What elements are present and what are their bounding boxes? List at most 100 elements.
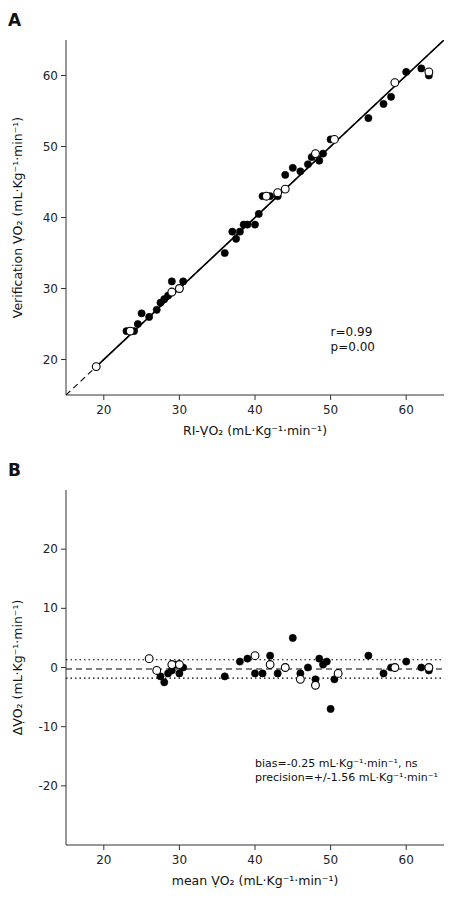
y-axis-label: ΔṾO₂ (mL·Kg⁻¹·min⁻¹): [10, 600, 25, 736]
annotation-line: r=0.99: [331, 325, 373, 339]
y-tick-label: 40: [43, 211, 58, 225]
annotation: bias=-0.25 mL·Kg⁻¹·min⁻¹, nsprecision=+/…: [255, 757, 438, 784]
open-point: [391, 664, 399, 672]
open-point: [266, 661, 274, 669]
filled-point: [267, 652, 274, 659]
filled-point: [229, 228, 236, 235]
y-tick: [61, 549, 66, 550]
y-tick-label: -20: [38, 779, 58, 793]
x-tick-label: 20: [96, 853, 111, 867]
filled-point: [418, 65, 425, 72]
reference-line: [66, 668, 444, 669]
y-tick-label: -10: [38, 720, 58, 734]
open-point: [391, 79, 399, 87]
open-point: [153, 667, 161, 675]
filled-point: [365, 115, 372, 122]
panel: 20304050602030405060RI-ṾO₂ (mL·Kg⁻¹·min⁻…: [8, 10, 444, 438]
x-tick-label: 60: [399, 853, 414, 867]
open-point: [262, 192, 270, 200]
x-tick: [103, 845, 104, 850]
filled-point: [153, 667, 160, 674]
annotation-line: p=0.00: [331, 340, 375, 354]
figure: 20 30 40 50 60 20 30 40 50 60 RI-ṾO₂ (mL·Kg⁻¹·min⁻…: [0, 0, 459, 917]
open-point: [425, 68, 433, 76]
x-tick-label: 20: [96, 403, 111, 417]
annotation-line: bias=-0.25 mL·Kg⁻¹·min⁻¹, ns: [255, 757, 418, 770]
filled-point: [233, 235, 240, 242]
y-tick-label: 50: [43, 140, 58, 154]
x-tick: [179, 845, 180, 850]
open-point: [176, 661, 184, 669]
filled-point: [418, 664, 425, 671]
open-point: [281, 185, 289, 193]
filled-point: [161, 679, 168, 686]
open-point: [168, 288, 176, 296]
x-tick-label: 40: [247, 853, 262, 867]
y-tick-label: 30: [43, 282, 58, 296]
filled-point: [289, 164, 296, 171]
x-tick: [255, 395, 256, 400]
y-tick-label: 20: [43, 353, 58, 367]
filled-point: [244, 655, 251, 662]
open-point: [296, 675, 304, 683]
open-point: [425, 664, 433, 672]
line: [96, 40, 444, 367]
y-tick: [61, 75, 66, 76]
filled-point: [304, 664, 311, 671]
filled-point: [180, 278, 187, 285]
filled-point: [319, 150, 326, 157]
x-tick-label: 30: [172, 853, 187, 867]
y-tick: [61, 217, 66, 218]
filled-point: [259, 670, 266, 677]
x-tick: [103, 395, 104, 400]
y-tick: [61, 146, 66, 147]
x-tick-label: 50: [323, 853, 338, 867]
y-tick: [61, 785, 66, 786]
filled-point: [153, 306, 160, 313]
x-tick: [179, 395, 180, 400]
x-tick: [406, 845, 407, 850]
filled-point: [403, 658, 410, 665]
filled-point: [316, 157, 323, 164]
y-tick-label: 10: [43, 601, 58, 615]
filled-point: [251, 670, 258, 677]
y-tick: [61, 608, 66, 609]
filled-point: [274, 670, 281, 677]
filled-point: [387, 93, 394, 100]
plot-area: [66, 40, 444, 395]
x-tick: [406, 395, 407, 400]
filled-point: [236, 658, 243, 665]
filled-point: [380, 670, 387, 677]
annotation: r=0.99p=0.00: [331, 325, 375, 354]
filled-point: [304, 161, 311, 168]
open-point: [330, 136, 338, 144]
filled-point: [403, 68, 410, 75]
filled-point: [297, 168, 304, 175]
x-tick: [255, 845, 256, 850]
open-point: [168, 661, 176, 669]
open-point: [274, 189, 282, 197]
filled-point: [176, 285, 183, 292]
filled-point: [255, 210, 262, 217]
panel-title: A: [8, 10, 22, 30]
open-point: [126, 327, 134, 335]
filled-point: [289, 634, 296, 641]
y-tick: [61, 726, 66, 727]
open-point: [145, 655, 153, 663]
x-tick-label: 40: [247, 403, 262, 417]
y-tick-label: 60: [43, 69, 58, 83]
y-tick-label: 0: [50, 661, 58, 675]
y-tick-label: 20: [43, 542, 58, 556]
filled-point: [138, 310, 145, 317]
filled-point: [327, 705, 334, 712]
x-tick-label: 60: [399, 403, 414, 417]
panel-title: B: [8, 460, 21, 480]
filled-point: [146, 313, 153, 320]
open-point: [92, 363, 100, 371]
filled-point: [282, 171, 289, 178]
panel: 2030405060-20-1001020mean ṾO₂ (mL·Kg⁻¹·m…: [8, 460, 444, 888]
x-axis-label: RI-ṾO₂ (mL·Kg⁻¹·min⁻¹): [183, 423, 327, 438]
reference-line: [66, 678, 444, 679]
open-point: [251, 652, 259, 660]
filled-point: [251, 221, 258, 228]
